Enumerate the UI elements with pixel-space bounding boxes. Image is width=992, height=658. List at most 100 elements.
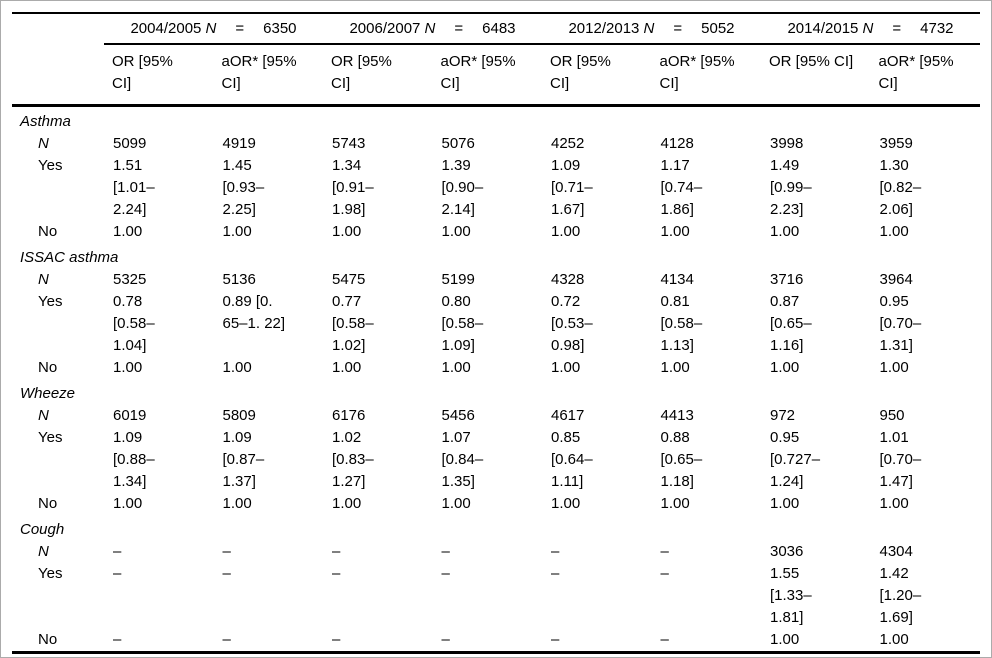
- equals-sign: =: [454, 19, 464, 37]
- row-label: N: [38, 271, 49, 288]
- section-row: Cough: [12, 515, 980, 541]
- or-header: OR [95% CI]: [323, 44, 433, 107]
- value-cell: 1.02 [0.83– 1.27]: [332, 429, 374, 490]
- section-row: ISSAC asthma: [12, 243, 980, 269]
- value-cell: 3964: [879, 271, 913, 288]
- value-cell: 1.00: [660, 495, 690, 512]
- value-cell: 1.09 [0.71– 1.67]: [551, 157, 593, 218]
- row-label: No: [12, 629, 104, 654]
- value-cell: 1.51 [1.01– 2.24]: [113, 157, 155, 218]
- value-cell: 1.00: [113, 495, 143, 512]
- n-symbol: N: [643, 19, 655, 37]
- or-header: OR [95% CI]: [104, 44, 214, 107]
- value-cell: –: [332, 565, 341, 582]
- value-cell: 1.49 [0.99– 2.23]: [770, 157, 812, 218]
- value-cell: 0.77 [0.58– 1.02]: [332, 293, 374, 354]
- value-cell: 4134: [660, 271, 694, 288]
- value-cell: 0.87 [0.65– 1.16]: [770, 293, 812, 354]
- value-cell: 1.00: [770, 223, 800, 240]
- value-cell: 5199: [441, 271, 475, 288]
- row-label: Yes: [38, 157, 63, 174]
- value-cell: 1.00: [770, 495, 800, 512]
- row-label: Yes: [38, 293, 63, 310]
- year-label: 2014/2015 N: [787, 19, 874, 37]
- value-cell: 3998: [770, 135, 804, 152]
- value-cell: 3959: [879, 135, 913, 152]
- stub-header: [12, 12, 104, 44]
- value-cell: 0.95 [0.70– 1.31]: [879, 293, 922, 354]
- value-cell: –: [332, 543, 341, 560]
- value-cell: 0.72 [0.53– 0.98]: [551, 293, 593, 354]
- value-cell: 1.09 [0.88– 1.34]: [113, 429, 155, 490]
- measure-header-row: OR [95% CI] aOR* [95% CI] OR [95% CI] aO…: [12, 44, 980, 107]
- value-cell: 1.00: [441, 223, 471, 240]
- value-cell: 1.00: [551, 223, 581, 240]
- value-cell: 1.00: [660, 223, 690, 240]
- value-cell: 4919: [222, 135, 256, 152]
- value-cell: 1.00: [332, 359, 362, 376]
- value-cell: 5809: [222, 407, 256, 424]
- stub-header: [12, 44, 104, 107]
- equals-sign: =: [673, 19, 683, 37]
- row-label: No: [38, 223, 58, 240]
- value-cell: 5325: [113, 271, 147, 288]
- value-cell: 3716: [770, 271, 804, 288]
- value-cell: 0.89 [0. 65–1. 22]: [222, 293, 286, 332]
- value-cell: 1.00: [870, 629, 980, 654]
- equals-sign: =: [235, 19, 245, 37]
- value-cell: –: [104, 629, 214, 654]
- value-cell: 5136: [222, 271, 256, 288]
- value-cell: –: [222, 543, 231, 560]
- table-row: Yes 1.09 [0.88– 1.34] 1.09 [0.87– 1.37] 1.0…: [12, 427, 980, 493]
- row-label: No: [38, 359, 58, 376]
- n-symbol: N: [862, 19, 874, 37]
- value-cell: 5743: [332, 135, 366, 152]
- value-cell: 1.00: [222, 223, 252, 240]
- value-cell: 950: [879, 407, 905, 424]
- value-cell: 5456: [441, 407, 475, 424]
- value-cell: –: [441, 565, 450, 582]
- value-cell: –: [551, 565, 560, 582]
- equals-sign: =: [892, 19, 902, 37]
- row-label: N: [38, 543, 49, 560]
- value-cell: 1.00: [879, 495, 909, 512]
- table-row: No 1.00 1.00 1.00 1.00 1.00 1.00 1.00 1.00: [12, 221, 980, 243]
- value-cell: 1.00: [441, 359, 471, 376]
- value-cell: –: [323, 629, 433, 654]
- year-group-2006-2007: 2006/2007 N = 6483: [323, 12, 542, 45]
- value-cell: –: [213, 629, 323, 654]
- value-cell: 1.30 [0.82– 2.06]: [879, 157, 922, 218]
- value-cell: 5076: [441, 135, 475, 152]
- table-row: N 6019 5809 6176 5456 4617 4413 972 950: [12, 405, 980, 427]
- aor-header: aOR* [95% CI]: [213, 44, 323, 107]
- or-header: OR [95% CI]: [542, 44, 652, 107]
- table-body: Asthma N 5099 4919 5743 5076 4252 4128 3998 3959 Y…: [12, 106, 980, 654]
- value-cell: 3036: [770, 543, 804, 560]
- n-value: 4732: [920, 19, 954, 37]
- value-cell: –: [222, 565, 231, 582]
- value-cell: –: [551, 543, 560, 560]
- value-cell: 0.88 [0.65– 1.18]: [660, 429, 703, 490]
- value-cell: 0.80 [0.58– 1.09]: [441, 293, 484, 354]
- value-cell: 1.00: [660, 359, 690, 376]
- value-cell: 0.95 [0.727– 1.24]: [770, 429, 821, 490]
- table-row: N 5325 5136 5475 5199 4328 4134 3716 3964: [12, 269, 980, 291]
- value-cell: 1.00: [761, 629, 871, 654]
- value-cell: 1.00: [879, 223, 909, 240]
- value-cell: 0.81 [0.58– 1.13]: [660, 293, 703, 354]
- row-label: Yes: [38, 565, 63, 582]
- year-group-2014-2015: 2014/2015 N = 4732: [761, 12, 980, 45]
- table-row: Yes 0.78 [0.58– 1.04] 0.89 [0. 65–1. 22] 0.…: [12, 291, 980, 357]
- row-label: N: [38, 135, 49, 152]
- section-label: Asthma: [20, 113, 71, 130]
- value-cell: 1.01 [0.70– 1.47]: [879, 429, 922, 490]
- n-value: 6483: [482, 19, 516, 37]
- value-cell: 4413: [660, 407, 694, 424]
- section-label: Cough: [20, 521, 65, 538]
- value-cell: 1.45 [0.93– 2.25]: [222, 157, 265, 218]
- value-cell: 6019: [113, 407, 147, 424]
- aor-header: aOR* [95% CI]: [870, 44, 980, 107]
- value-cell: 1.00: [332, 223, 362, 240]
- value-cell: 4252: [551, 135, 585, 152]
